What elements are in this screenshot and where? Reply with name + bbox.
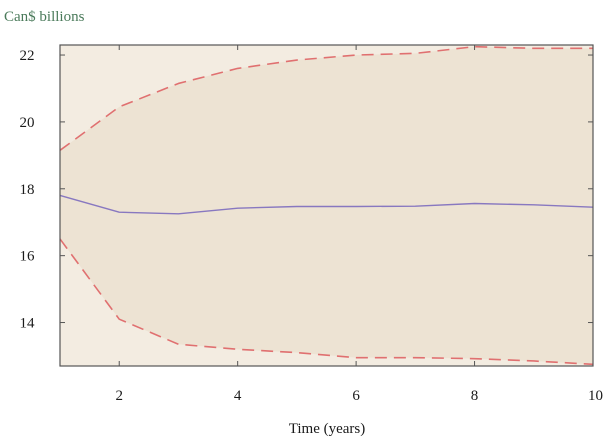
y-axis-unit-label: Can$ billions — [4, 9, 85, 25]
x-tick-label: 6 — [352, 388, 360, 404]
y-tick-label: 16 — [20, 249, 36, 265]
series-line-lower-interval — [59, 238, 594, 366]
interval-band — [60, 46, 593, 365]
y-tick-label: 14 — [20, 316, 36, 332]
series-line-point-estimate — [59, 194, 594, 215]
x-tick-label: 4 — [234, 388, 242, 404]
x-tick-label: 8 — [471, 388, 479, 404]
y-tick-label: 18 — [20, 182, 35, 198]
plot-frame — [59, 44, 594, 367]
x-tick-label: 10 — [588, 388, 603, 404]
series-line-upper-interval — [59, 45, 593, 151]
x-axis-title: Time (years) — [289, 421, 366, 437]
x-tick-label: 2 — [115, 388, 123, 404]
y-tick-label: 20 — [20, 115, 35, 131]
y-tick-label: 22 — [20, 48, 35, 64]
